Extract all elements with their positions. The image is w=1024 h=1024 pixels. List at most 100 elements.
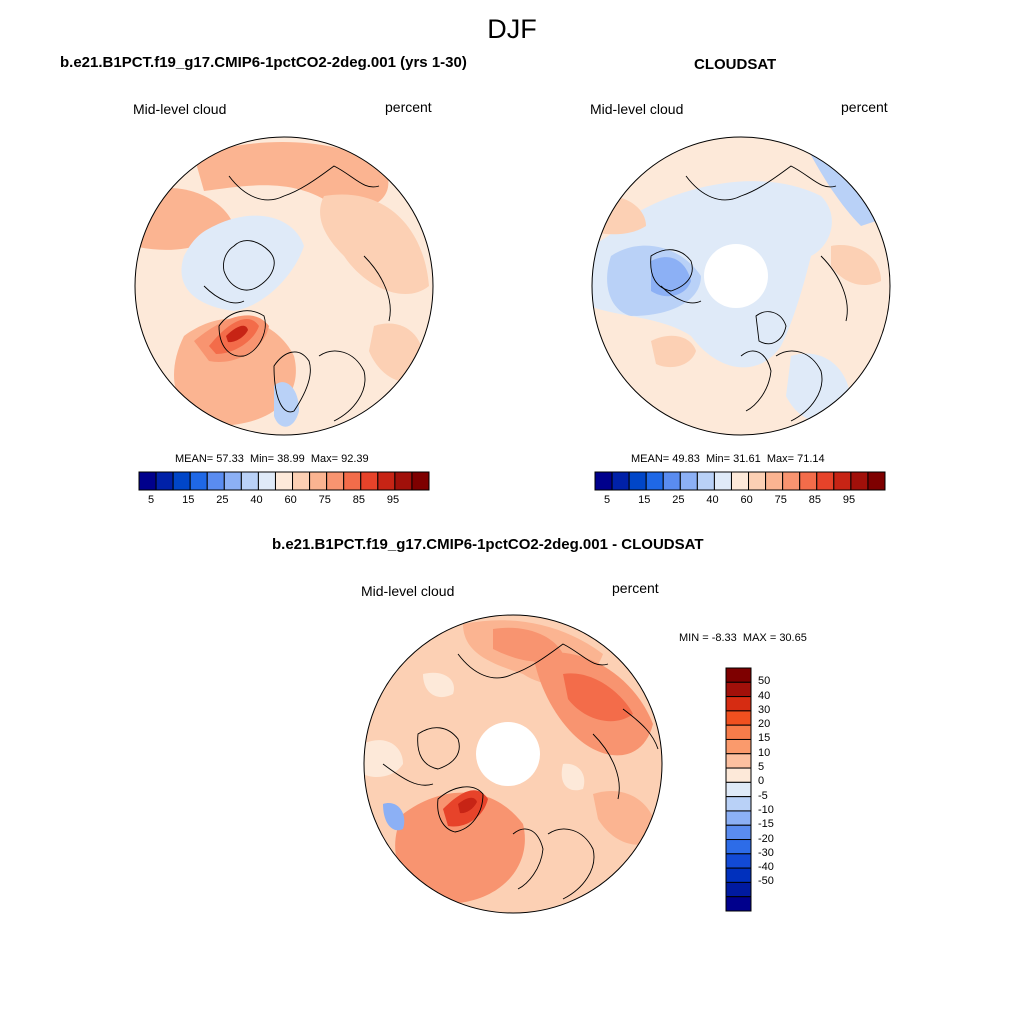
obs-colorbar-box: [748, 471, 767, 491]
obs-pole-hole: [704, 244, 768, 308]
diff-coastlines: [382, 643, 659, 900]
model-colorbar-tick-label: 85: [352, 494, 365, 506]
model-colorbar-box: [155, 471, 174, 491]
obs-colorbar-box: [799, 471, 818, 491]
model-colorbar-tick-label: 25: [216, 494, 229, 506]
obs-min-label: Min=: [705, 453, 731, 465]
diff-near-zero-patch-1: [423, 672, 454, 698]
model-low-cloud-scandinavia: [274, 382, 299, 427]
obs-colorbar-box: [867, 471, 886, 491]
diff-colorbar-ticks: 50 40 30 20 15 10 5 0 -5 -10 -15 -20 -30 -40 -50: [758, 668, 798, 911]
diff-pos-core-east: [563, 673, 633, 722]
model-colorbar-box: [411, 471, 430, 491]
model-low-cloud-canada: [181, 215, 304, 311]
obs-colorbar-box: [730, 471, 750, 491]
model-max-cloud-peak: [226, 325, 248, 343]
obs-mean-value: 49.83: [672, 453, 700, 465]
diff-colorbar-box: [725, 710, 752, 726]
diff-pos-band-atlantic: [395, 792, 525, 904]
diff-colorbar-box: [725, 867, 752, 883]
model-panel-title: b.e21.B1PCT.f19_g17.CMIP6-1pctCO2-2deg.0…: [60, 54, 467, 71]
obs-colorbar-box: [850, 471, 869, 491]
diff-colorbar-tick-label: -30: [758, 846, 774, 859]
obs-colorbar-ticks: 5 15 25 40 60 75 85 95: [595, 494, 885, 508]
model-colorbar-tick-label: 15: [182, 494, 195, 506]
diff-colorbar-tick-label: -20: [758, 832, 774, 845]
diff-colorbar-tick-label: 50: [758, 675, 771, 688]
model-colorbar-box: [223, 471, 242, 491]
diff-colorbar-tick-label: 30: [758, 703, 771, 716]
obs-colorbar-box: [696, 471, 715, 491]
diff-colorbar-box: [725, 839, 752, 855]
obs-colorbar-tick-label: 25: [672, 494, 685, 506]
diff-colorbar-box: [725, 796, 752, 812]
obs-colorbar-box: [611, 471, 630, 491]
diff-colorbar-tick-label: 0: [758, 775, 765, 788]
diff-colorbar: [725, 667, 752, 912]
obs-higher-cloud-pacific: [831, 245, 881, 286]
diff-colorbar-box: [725, 781, 752, 798]
obs-colorbar-box: [816, 471, 835, 491]
diff-colorbar-box: [725, 853, 752, 869]
model-colorbar-tick-label: 60: [284, 494, 297, 506]
model-colorbar-box: [394, 471, 413, 491]
model-colorbar-box: [172, 471, 191, 491]
obs-colorbar-box: [713, 471, 732, 491]
obs-colorbar-tick-label: 95: [842, 494, 856, 506]
model-colorbar: [138, 471, 430, 491]
diff-colorbar-box: [725, 681, 752, 698]
obs-colorbar-tick-label: 85: [808, 494, 821, 506]
diff-colorbar-tick-label: 40: [758, 689, 771, 702]
model-colorbar-box: [292, 471, 311, 491]
model-colorbar-box: [326, 471, 345, 491]
diff-min-value: -8.33: [711, 632, 737, 644]
model-colorbar-tick-label: 40: [250, 494, 263, 506]
diff-pole-hole: [476, 722, 540, 786]
model-stats: MEAN= 57.33 Min= 38.99 Max= 92.39: [175, 453, 369, 465]
diff-colorbar-tick-label: 5: [758, 761, 765, 774]
model-high-cloud-band-north: [194, 142, 389, 209]
obs-colorbar-box: [662, 471, 681, 491]
model-mean-label: MEAN=: [175, 453, 214, 465]
diff-colorbar-tick-label: 15: [758, 732, 771, 745]
diff-near-zero-west: [364, 740, 403, 777]
diff-polar-map: [363, 614, 663, 914]
diff-units-label: percent: [612, 580, 659, 596]
obs-colorbar-box: [594, 471, 613, 491]
obs-higher-cloud-atlantic: [651, 335, 696, 368]
obs-colorbar-box: [679, 471, 698, 491]
diff-colorbar-tick-label: 20: [758, 718, 771, 731]
diff-panel-title: b.e21.B1PCT.f19_g17.CMIP6-1pctCO2-2deg.0…: [272, 536, 704, 553]
diff-pos-east-lower: [593, 790, 658, 845]
obs-colorbar-box: [628, 471, 647, 491]
model-colorbar-box: [309, 471, 328, 491]
model-colorbar-ticks: 5 15 25 40 60 75 85 95: [139, 494, 429, 508]
obs-colorbar-tick-label: 15: [638, 494, 651, 506]
model-colorbar-tick-label: 5: [148, 494, 155, 506]
diff-colorbar-box: [725, 810, 752, 826]
obs-colorbar-box: [765, 471, 784, 491]
obs-mean-label: MEAN=: [631, 453, 670, 465]
diff-colorbar-box: [725, 724, 752, 740]
diff-colorbar-tick-label: -5: [758, 789, 768, 802]
model-colorbar-box: [240, 471, 259, 491]
model-max-value: 92.39: [341, 453, 369, 465]
model-high-cloud-band-ne: [320, 194, 429, 295]
diff-neg-west-coast: [383, 803, 405, 831]
obs-variable-label: Mid-level cloud: [590, 101, 684, 117]
model-units-label: percent: [385, 99, 432, 115]
diff-max-value: 30.65: [779, 632, 807, 644]
obs-max-label: Max=: [766, 453, 795, 465]
model-mean-value: 57.33: [216, 453, 244, 465]
model-coastlines: [203, 165, 391, 422]
obs-stats: MEAN= 49.83 Min= 31.61 Max= 71.14: [631, 453, 825, 465]
season-title: DJF: [487, 14, 537, 44]
diff-variable-label: Mid-level cloud: [361, 583, 455, 599]
diff-colorbar-tick-label: -10: [758, 803, 774, 816]
diff-colorbar-box: [725, 881, 752, 898]
diff-colorbar-tick-label: -40: [758, 861, 774, 874]
diff-colorbar-box: [725, 667, 752, 683]
model-variable-label: Mid-level cloud: [133, 101, 227, 117]
model-min-value: 38.99: [277, 453, 305, 465]
diff-min-label: MIN =: [679, 632, 709, 644]
